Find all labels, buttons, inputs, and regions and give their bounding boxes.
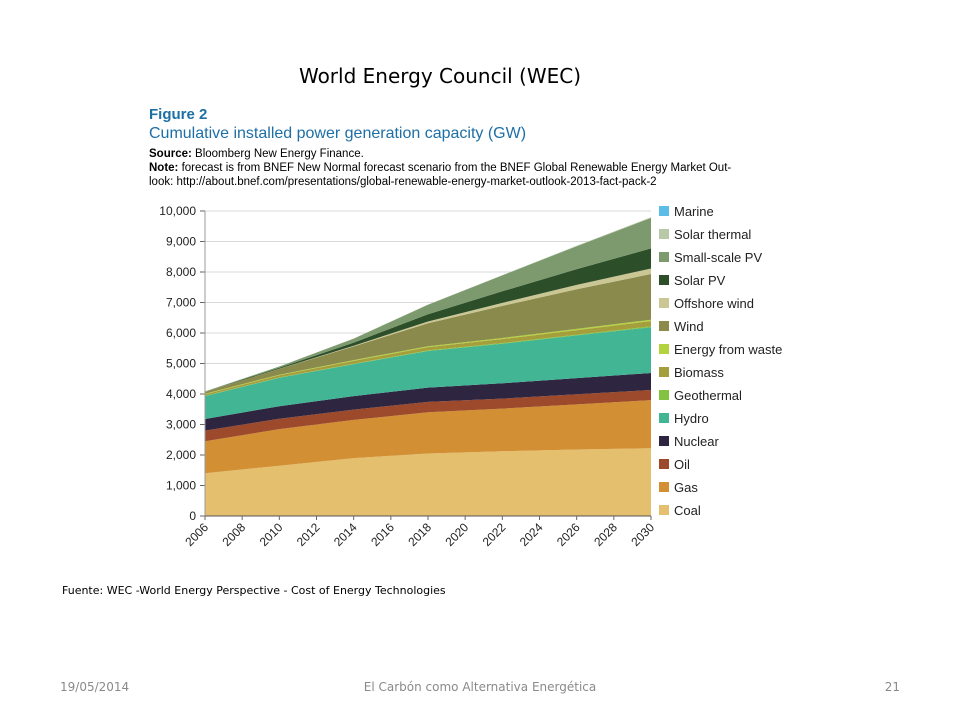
legend-swatch-small-scale-pv <box>659 252 669 262</box>
area-gas <box>205 400 651 474</box>
y-tick-label: 6,000 <box>166 326 196 340</box>
legend-swatch-offshore-wind <box>659 298 669 308</box>
legend-label-small-scale-pv: Small-scale PV <box>674 250 762 265</box>
legend-swatch-energy-from-waste <box>659 344 669 354</box>
figure-label: Figure 2 <box>149 106 208 123</box>
footer-page-number: 21 <box>884 680 900 694</box>
y-tick-label: 2,000 <box>166 448 196 462</box>
legend-label-energy-from-waste: Energy from waste <box>674 342 782 357</box>
y-tick-label: 0 <box>189 509 196 523</box>
y-tick-label: 8,000 <box>166 265 196 279</box>
figure-header: Figure 2 Cumulative installed power gene… <box>149 106 869 189</box>
legend-label-offshore-wind: Offshore wind <box>674 296 754 311</box>
legend-label-solar-pv: Solar PV <box>674 273 726 288</box>
legend: Marine Solar thermal Small-scale PV Solar P… <box>659 204 782 518</box>
figure-note: Note: forecast is from BNEF New Normal f… <box>149 161 869 175</box>
y-tick-label: 3,000 <box>166 418 196 432</box>
legend-label-hydro: Hydro <box>674 411 709 426</box>
legend-swatch-biomass <box>659 367 669 377</box>
area-nuclear <box>205 373 651 431</box>
legend-swatch-geothermal <box>659 390 669 400</box>
legend-swatch-gas <box>659 482 669 492</box>
x-tick-label: 2012 <box>294 520 323 549</box>
footer-presentation-title: El Carbón como Alternativa Energética <box>363 680 597 694</box>
legend-swatch-nuclear <box>659 436 669 446</box>
x-tick-label: 2030 <box>628 520 657 549</box>
x-tick-label: 2024 <box>517 520 546 549</box>
figure-source-text: Bloomberg New Energy Finance. <box>195 148 364 160</box>
area-hydro <box>205 327 651 419</box>
legend-label-nuclear: Nuclear <box>674 434 719 449</box>
legend-swatch-hydro <box>659 413 669 423</box>
area-solar-thermal <box>205 217 651 392</box>
x-tick-label: 2018 <box>405 520 434 549</box>
area-oil <box>205 390 651 442</box>
area-solar-pv <box>205 248 651 392</box>
x-tick-label: 2028 <box>591 520 620 549</box>
x-tick-label: 2014 <box>331 520 360 549</box>
legend-label-coal: Coal <box>674 503 701 518</box>
legend-label-marine: Marine <box>674 204 714 219</box>
x-tick-label: 2016 <box>368 520 397 549</box>
y-tick-label: 4,000 <box>166 387 196 401</box>
y-tick-label: 5,000 <box>166 357 196 371</box>
area-small-scale-pv <box>205 217 651 392</box>
figure-title: Cumulative installed power generation ca… <box>149 125 527 142</box>
x-tick-label: 2026 <box>554 520 583 549</box>
legend-swatch-marine <box>659 206 669 216</box>
legend-swatch-oil <box>659 459 669 469</box>
area-offshore-wind <box>205 268 651 392</box>
legend-label-gas: Gas <box>674 480 698 495</box>
stacked-area-chart: 0 1,000 2,000 3,000 4,000 5,000 6,000 7,000 8,00… <box>159 204 782 549</box>
x-tick-label: 2010 <box>257 520 286 549</box>
x-tick-label: 2022 <box>480 520 509 549</box>
figure-note-label: Note: <box>149 162 179 174</box>
x-tick-label: 2020 <box>443 520 472 549</box>
legend-label-geothermal: Geothermal <box>674 388 742 403</box>
legend-label-wind: Wind <box>674 319 704 334</box>
x-tick-label: 2006 <box>182 520 211 549</box>
area-wind <box>205 274 651 394</box>
y-tick-label: 9,000 <box>166 235 196 249</box>
y-tick-label: 1,000 <box>166 479 196 493</box>
figure-note-line1: forecast is from BNEF New Normal forecas… <box>181 162 732 174</box>
legend-swatch-solar-thermal <box>659 229 669 239</box>
legend-swatch-wind <box>659 321 669 331</box>
footer-date: 19/05/2014 <box>60 680 130 694</box>
source-note: Fuente: WEC -World Energy Perspective - … <box>62 584 446 597</box>
slide-title: World Energy Council (WEC) <box>298 64 582 88</box>
legend-swatch-coal <box>659 505 669 515</box>
area-biomass <box>205 321 651 396</box>
legend-label-oil: Oil <box>674 457 690 472</box>
y-tick-label: 10,000 <box>159 204 196 218</box>
legend-swatch-solar-pv <box>659 275 669 285</box>
legend-label-solar-thermal: Solar thermal <box>674 227 751 242</box>
figure-source-label: Source: <box>149 148 192 160</box>
legend-label-biomass: Biomass <box>674 365 724 380</box>
figure-note-line2: look: http://about.bnef.com/presentation… <box>149 176 657 188</box>
y-tick-label: 7,000 <box>166 296 196 310</box>
area-coal <box>205 448 651 516</box>
area-series <box>205 217 651 516</box>
figure-source: Source: Bloomberg New Energy Finance. <box>149 147 869 161</box>
x-tick-label: 2008 <box>220 520 249 549</box>
